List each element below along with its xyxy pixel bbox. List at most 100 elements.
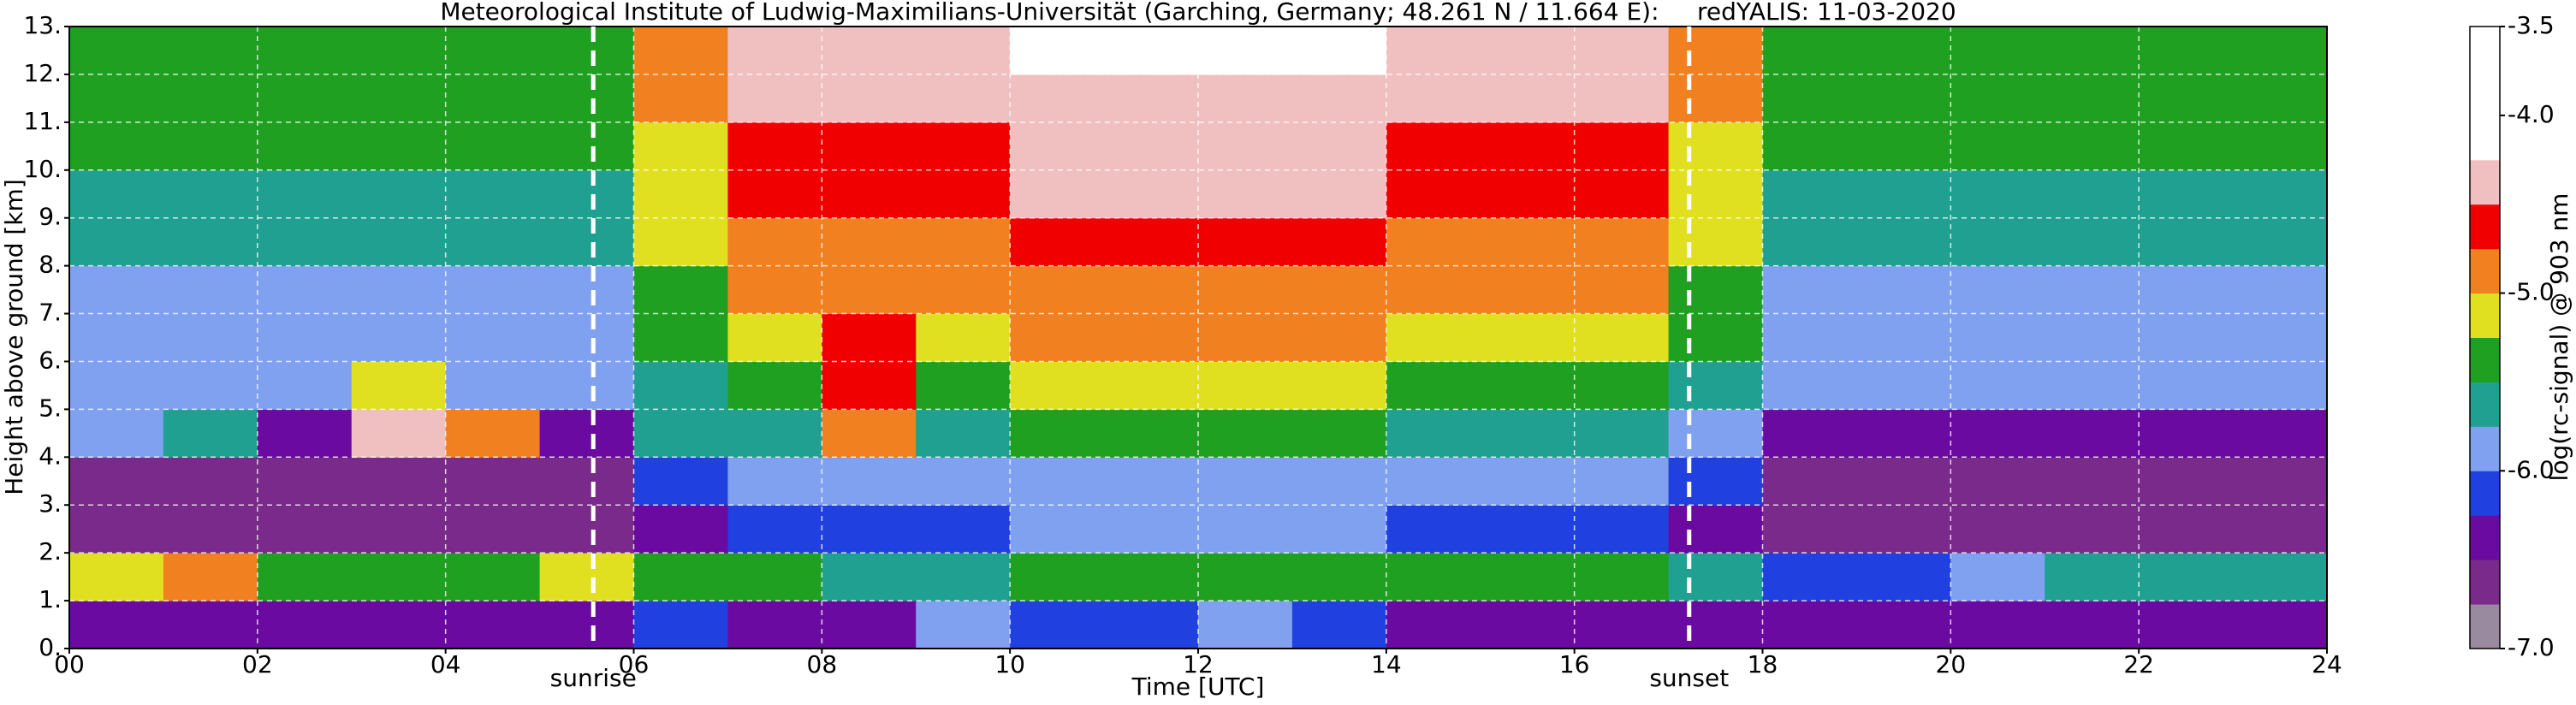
colorbar-tick-label: -3.5 xyxy=(2508,11,2555,39)
heatmap-cell xyxy=(822,409,917,458)
heatmap-cell xyxy=(1386,505,1481,554)
heatmap-cell xyxy=(2139,601,2234,649)
heatmap-cell xyxy=(539,409,634,458)
y-tick-label: 12. xyxy=(23,59,62,87)
heatmap-cell xyxy=(1574,217,1670,267)
heatmap-cell xyxy=(916,265,1011,315)
heatmap-cell xyxy=(1480,74,1576,123)
heatmap-cell xyxy=(2045,601,2140,649)
heatmap-cell xyxy=(822,601,917,649)
heatmap-cell xyxy=(916,457,1011,506)
heatmap-cell xyxy=(822,265,917,315)
heatmap-cell xyxy=(1762,553,1857,601)
heatmap-cell xyxy=(916,121,1011,171)
colorbar-swatch xyxy=(2470,426,2500,471)
heatmap-cell xyxy=(445,265,541,315)
heatmap-cell xyxy=(1386,121,1481,171)
heatmap-cell xyxy=(1574,74,1670,123)
heatmap-cell xyxy=(822,27,917,75)
heatmap-cell xyxy=(633,74,728,123)
heatmap-cell xyxy=(1010,121,1105,171)
heatmap-cell xyxy=(1480,313,1576,362)
colorbar-tick-label: -7.0 xyxy=(2508,633,2555,661)
heatmap-cell xyxy=(1574,313,1670,362)
heatmap-cell xyxy=(2233,121,2328,171)
heatmap-cell xyxy=(1386,601,1481,649)
heatmap-cell xyxy=(2045,457,2140,506)
heatmap-cell xyxy=(1950,169,2045,219)
annotation-label: sunrise xyxy=(550,664,637,692)
heatmap-cell xyxy=(633,265,728,315)
heatmap-cell xyxy=(1574,553,1670,601)
heatmap-cell xyxy=(69,121,164,171)
heatmap-cell xyxy=(1198,553,1293,601)
heatmap-cell xyxy=(539,457,634,506)
heatmap-cell xyxy=(916,553,1011,601)
heatmap-cell xyxy=(2139,409,2234,458)
heatmap-cell xyxy=(1291,457,1387,506)
heatmap-cell xyxy=(1950,457,2045,506)
heatmap-cell xyxy=(1762,505,1857,554)
heatmap-cell xyxy=(633,409,728,458)
heatmap-cell xyxy=(2233,169,2328,219)
colorbar-tick-label: -6.0 xyxy=(2508,455,2555,483)
y-tick-label: 10. xyxy=(23,155,62,183)
heatmap-cell xyxy=(1950,553,2045,601)
heatmap-cell xyxy=(1104,265,1199,315)
heatmap-cell xyxy=(2139,313,2234,362)
heatmap-cell xyxy=(2045,553,2140,601)
heatmap-cell xyxy=(1010,169,1105,219)
heatmap-cell xyxy=(539,265,634,315)
heatmap-cell xyxy=(727,217,822,267)
x-tick-label: 02 xyxy=(242,650,273,678)
heatmap-cell xyxy=(69,313,164,362)
y-tick-label: 0. xyxy=(39,633,62,661)
heatmap-cell xyxy=(351,121,447,171)
x-tick-label: 12 xyxy=(1183,650,1214,678)
heatmap-cell xyxy=(1762,217,1857,267)
heatmap-cell xyxy=(1291,121,1387,171)
colorbar-swatch xyxy=(2470,115,2500,161)
heatmap-cell xyxy=(1104,553,1199,601)
heatmap-cell xyxy=(633,121,728,171)
heatmap-cell xyxy=(445,505,541,554)
heatmap-cell xyxy=(1291,361,1387,410)
heatmap-cell xyxy=(1480,361,1576,410)
heatmap-cell xyxy=(916,505,1011,554)
heatmap-cell xyxy=(2045,217,2140,267)
heatmap-cell xyxy=(163,27,258,75)
heatmap-cell xyxy=(727,457,822,506)
heatmap-cell xyxy=(1856,169,1951,219)
colorbar-tick-label: -5.0 xyxy=(2508,278,2555,306)
x-axis-label: Time [UTC] xyxy=(1131,672,1265,701)
heatmap-cell xyxy=(445,553,541,601)
heatmap-cell xyxy=(257,553,353,601)
heatmap-cell xyxy=(163,553,258,601)
heatmap-cell xyxy=(163,313,258,362)
heatmap-cell xyxy=(1104,361,1199,410)
heatmap-cell xyxy=(1104,121,1199,171)
heatmap-cell xyxy=(1856,74,1951,123)
y-tick-label: 4. xyxy=(39,441,62,470)
heatmap-cell xyxy=(1668,361,1763,410)
heatmap-cell xyxy=(351,553,447,601)
heatmap-cell xyxy=(1104,169,1199,219)
heatmap-cell xyxy=(2045,361,2140,410)
heatmap-cell xyxy=(1762,601,1857,649)
heatmap-cell xyxy=(445,27,541,75)
x-tick-label: 18 xyxy=(1748,650,1778,678)
heatmap-cell xyxy=(2233,313,2328,362)
heatmap-cell xyxy=(257,361,353,410)
heatmap-cell xyxy=(1291,601,1387,649)
heatmap-cell xyxy=(727,265,822,315)
heatmap-cell xyxy=(2233,601,2328,649)
heatmap-cell xyxy=(727,313,822,362)
heatmap-cell xyxy=(1104,217,1199,267)
heatmap-cell xyxy=(351,169,447,219)
heatmap-cell xyxy=(1950,217,2045,267)
heatmap-cell xyxy=(1762,121,1857,171)
heatmap-cell xyxy=(1480,553,1576,601)
heatmap-cell xyxy=(445,74,541,123)
colorbar-swatch xyxy=(2470,204,2500,250)
heatmap-cell xyxy=(2045,27,2140,75)
